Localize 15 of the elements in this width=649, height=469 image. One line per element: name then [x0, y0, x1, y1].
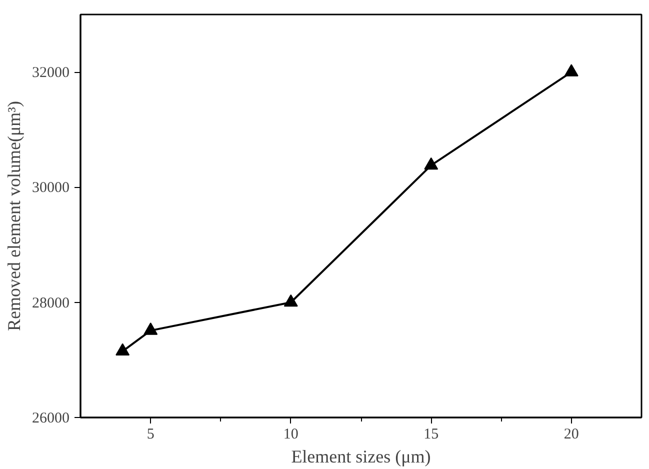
x-tick-label: 10: [283, 426, 298, 442]
y-tick-label: 26000: [32, 410, 70, 426]
x-tick-label: 5: [146, 426, 154, 442]
y-tick-label: 32000: [32, 65, 70, 82]
y-tick-label: 28000: [32, 295, 70, 312]
point: [284, 294, 298, 307]
y-tick-label: 30000: [32, 180, 70, 196]
point: [116, 343, 130, 356]
x-tick-label: 15: [424, 426, 439, 442]
y-axis-title: Removed element volume(μm³): [4, 101, 24, 331]
x-tick-label: 20: [564, 426, 579, 442]
point: [424, 157, 438, 170]
x-axis-title: Element sizes (μm): [291, 446, 431, 466]
point: [564, 64, 578, 76]
point: [144, 322, 158, 335]
